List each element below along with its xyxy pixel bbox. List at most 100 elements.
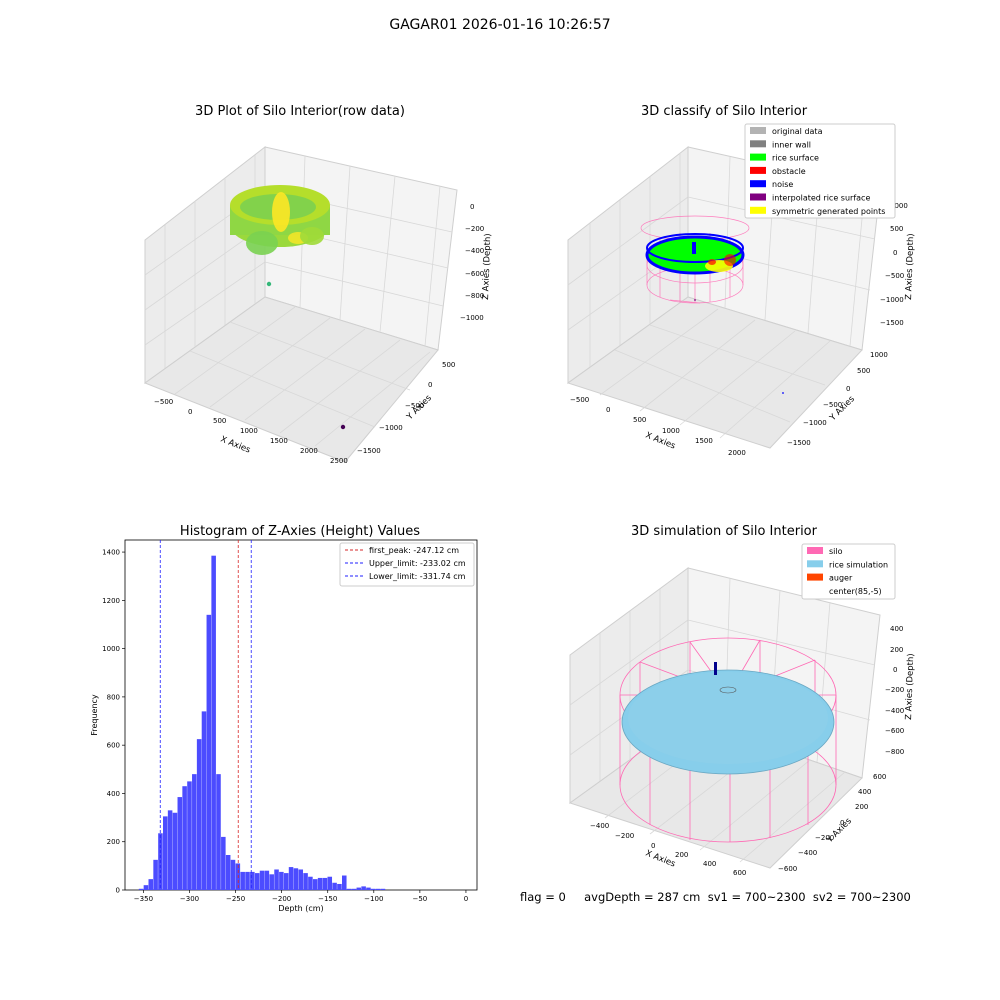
histogram-bar <box>206 614 212 890</box>
y-tick-label: 1400 <box>102 549 120 557</box>
x-tick: 2000 <box>300 447 318 455</box>
x-tick-label: 0 <box>464 895 468 903</box>
plot1-silo-scatter <box>230 185 330 255</box>
legend-swatch <box>750 153 766 161</box>
x-tick-label: −50 <box>412 895 427 903</box>
x-tick: 400 <box>703 860 716 868</box>
y-tick-label: 600 <box>107 742 120 750</box>
histogram-x-ticks: −350 −300 −250 −200 −150 −100 −50 0 <box>134 890 468 903</box>
figure-title: GAGAR01 2026-01-16 10:26:57 <box>389 17 611 33</box>
plot4-rice-surface <box>621 669 835 775</box>
legend-label: center(85,-5) <box>829 587 882 596</box>
histogram-bar <box>192 774 197 890</box>
z-tick: 0 <box>470 203 474 211</box>
z-tick: −400 <box>885 707 904 715</box>
histogram-bar <box>303 873 308 890</box>
y-tick-label: 1000 <box>102 645 120 653</box>
legend-label: obstacle <box>772 167 806 176</box>
x-tick: 500 <box>633 416 646 424</box>
x-tick: −500 <box>154 398 173 406</box>
x-tick-label: −250 <box>226 895 245 903</box>
histogram-bar <box>201 711 207 890</box>
legend-swatch <box>807 547 823 554</box>
plot2-classified-points <box>645 233 784 394</box>
legend-swatch <box>750 206 766 214</box>
y-tick: −500 <box>823 401 842 409</box>
x-tick-label: −100 <box>364 895 383 903</box>
y-tick: −1500 <box>357 447 381 455</box>
z-tick: −200 <box>465 225 484 233</box>
x-tick: 0 <box>606 406 610 414</box>
histogram-bar <box>312 879 318 890</box>
y-tick-label: 200 <box>107 838 120 846</box>
histogram-bar <box>361 886 366 890</box>
stray-point <box>694 299 696 301</box>
y-tick: −200 <box>815 834 834 842</box>
y-tick: 200 <box>855 803 868 811</box>
histogram-bar <box>375 888 381 890</box>
z-tick: −1000 <box>460 314 484 322</box>
status-footer: flag = 0 avgDepth = 287 cm sv1 = 700~230… <box>520 890 911 904</box>
legend-label: rice surface <box>772 154 819 163</box>
plot2-title: 3D classify of Silo Interior <box>640 104 808 119</box>
histogram-title: Histogram of Z-Axies (Height) Values <box>179 524 421 539</box>
histogram-bar <box>230 859 236 890</box>
x-tick: 1500 <box>695 437 713 445</box>
x-tick: 0 <box>651 842 655 850</box>
histogram-bar <box>288 867 294 890</box>
x-tick: −500 <box>570 396 589 404</box>
histogram-bar <box>143 885 149 890</box>
legend-label: Upper_limit: -233.02 cm <box>369 559 466 568</box>
y-tick: 500 <box>442 361 455 369</box>
histogram-bar <box>250 871 255 890</box>
z-tick: 1000 <box>890 202 908 210</box>
z-tick: −600 <box>885 727 904 735</box>
plot2-axis-ticks: −500 0 500 1000 1500 2000 −1500 −1000 −5… <box>570 202 908 457</box>
z-tick: 0 <box>893 666 897 674</box>
histogram-bar <box>245 871 250 890</box>
y-tick: −600 <box>778 865 797 873</box>
histogram-bar <box>167 810 173 890</box>
histogram-bar <box>225 855 231 890</box>
histogram-bar <box>240 871 245 890</box>
histogram-bar <box>337 883 342 890</box>
y-tick-label: 0 <box>116 887 120 895</box>
histogram-bar <box>366 887 371 890</box>
z-axis-label: Z Axies (Depth) <box>904 653 916 720</box>
z-tick: −200 <box>885 686 904 694</box>
histogram-bar <box>211 555 216 890</box>
histogram-bar <box>259 870 265 890</box>
histogram-bar <box>342 875 347 890</box>
legend-label: original data <box>772 127 823 136</box>
z-tick: 500 <box>890 225 903 233</box>
histogram-bar <box>322 877 328 890</box>
plot1-axis-ticks: −500 0 500 1000 1500 2000 2500 −1500 −10… <box>154 203 484 465</box>
y-tick: −1000 <box>379 424 403 432</box>
histogram-bar <box>254 873 260 890</box>
legend-label: interpolated rice surface <box>772 194 870 203</box>
histogram-bar <box>298 869 304 890</box>
histogram-bar <box>308 876 313 890</box>
legend-label: auger <box>829 574 853 583</box>
histogram-bar <box>177 797 183 890</box>
legend-label: first_peak: -247.12 cm <box>369 546 459 555</box>
plot4-legend: silo rice simulation auger center(85,-5) <box>801 543 896 600</box>
histogram-bar <box>148 879 154 890</box>
z-tick: −800 <box>885 748 904 756</box>
histogram-bar <box>269 874 274 890</box>
y-tick: 0 <box>846 385 850 393</box>
histogram-bar <box>317 877 323 890</box>
histogram-bar <box>264 870 270 890</box>
z-tick: −1500 <box>880 319 904 327</box>
x-tick-label: −200 <box>272 895 291 903</box>
x-tick: 500 <box>213 417 226 425</box>
legend-label: inner wall <box>772 140 811 149</box>
x-tick: 2500 <box>330 457 348 465</box>
x-tick: −200 <box>615 832 634 840</box>
x-tick: 0 <box>188 408 192 416</box>
histogram-bar <box>182 786 187 890</box>
histogram-bar <box>153 859 158 890</box>
